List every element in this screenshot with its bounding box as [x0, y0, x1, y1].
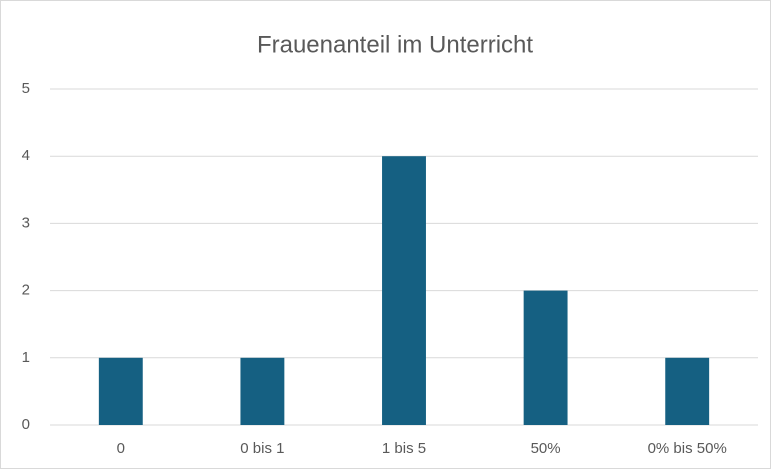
x-tick-label: 0 bis 1: [240, 440, 284, 457]
y-tick-label: 5: [22, 80, 30, 97]
y-tick-label: 0: [22, 416, 30, 433]
y-tick-label: 2: [22, 282, 30, 299]
x-tick-label: 50%: [531, 440, 561, 457]
bar: [523, 290, 568, 425]
chart-title: Frauenanteil im Unterricht: [257, 31, 533, 58]
bar: [98, 357, 143, 425]
bar: [240, 357, 285, 425]
y-tick-label: 3: [22, 214, 30, 231]
x-tick-label: 0% bis 50%: [648, 440, 727, 457]
y-tick-label: 4: [22, 147, 30, 164]
x-tick-label: 1 bis 5: [382, 440, 426, 457]
bar: [382, 156, 426, 425]
bar: [665, 357, 710, 425]
y-tick-label: 1: [22, 349, 30, 366]
x-tick-label: 0: [117, 440, 125, 457]
